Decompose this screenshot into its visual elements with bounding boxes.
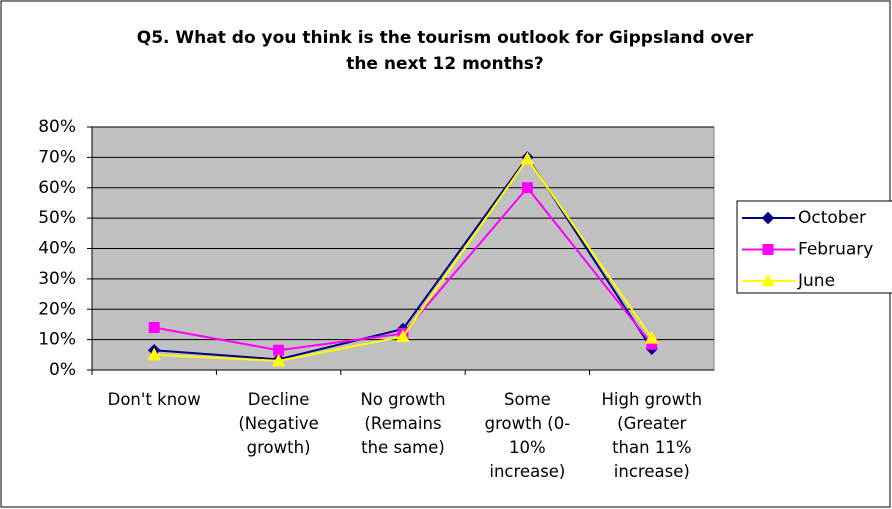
x-tick-label: High growth (Greater than 11% increase)	[601, 390, 703, 481]
y-tick-label: 10%	[38, 330, 76, 350]
legend-label: February	[798, 240, 873, 260]
data-point	[271, 353, 286, 367]
x-tick-label: Don't know	[107, 390, 201, 409]
y-tick-label: 60%	[38, 178, 76, 198]
data-point	[520, 151, 535, 165]
x-tick-label: Some growth (0- 10% increase)	[484, 390, 571, 481]
data-point	[521, 182, 533, 194]
x-tick-label: No growth (Remains the same)	[360, 390, 446, 457]
legend-marker	[762, 244, 774, 255]
data-point	[148, 321, 160, 333]
y-tick-label: 0%	[49, 360, 76, 380]
y-tick-label: 30%	[38, 269, 76, 289]
data-point	[644, 331, 659, 344]
legend-marker	[761, 273, 775, 287]
x-tick-label: Decline (Negative growth)	[238, 390, 319, 457]
chart-title: Q5. What do you think is the tourism out…	[136, 28, 754, 74]
data-point	[396, 329, 410, 343]
legend-label: October	[798, 208, 866, 228]
data-point	[273, 344, 285, 356]
y-tick-label: 50%	[38, 208, 76, 228]
data-point	[147, 347, 162, 361]
y-tick-label: 70%	[38, 147, 76, 167]
y-tick-label: 80%	[38, 117, 76, 137]
y-tick-label: 20%	[38, 299, 76, 319]
y-tick-label: 40%	[38, 239, 76, 259]
legend-marker	[761, 211, 775, 225]
legend-label: June	[797, 271, 835, 291]
